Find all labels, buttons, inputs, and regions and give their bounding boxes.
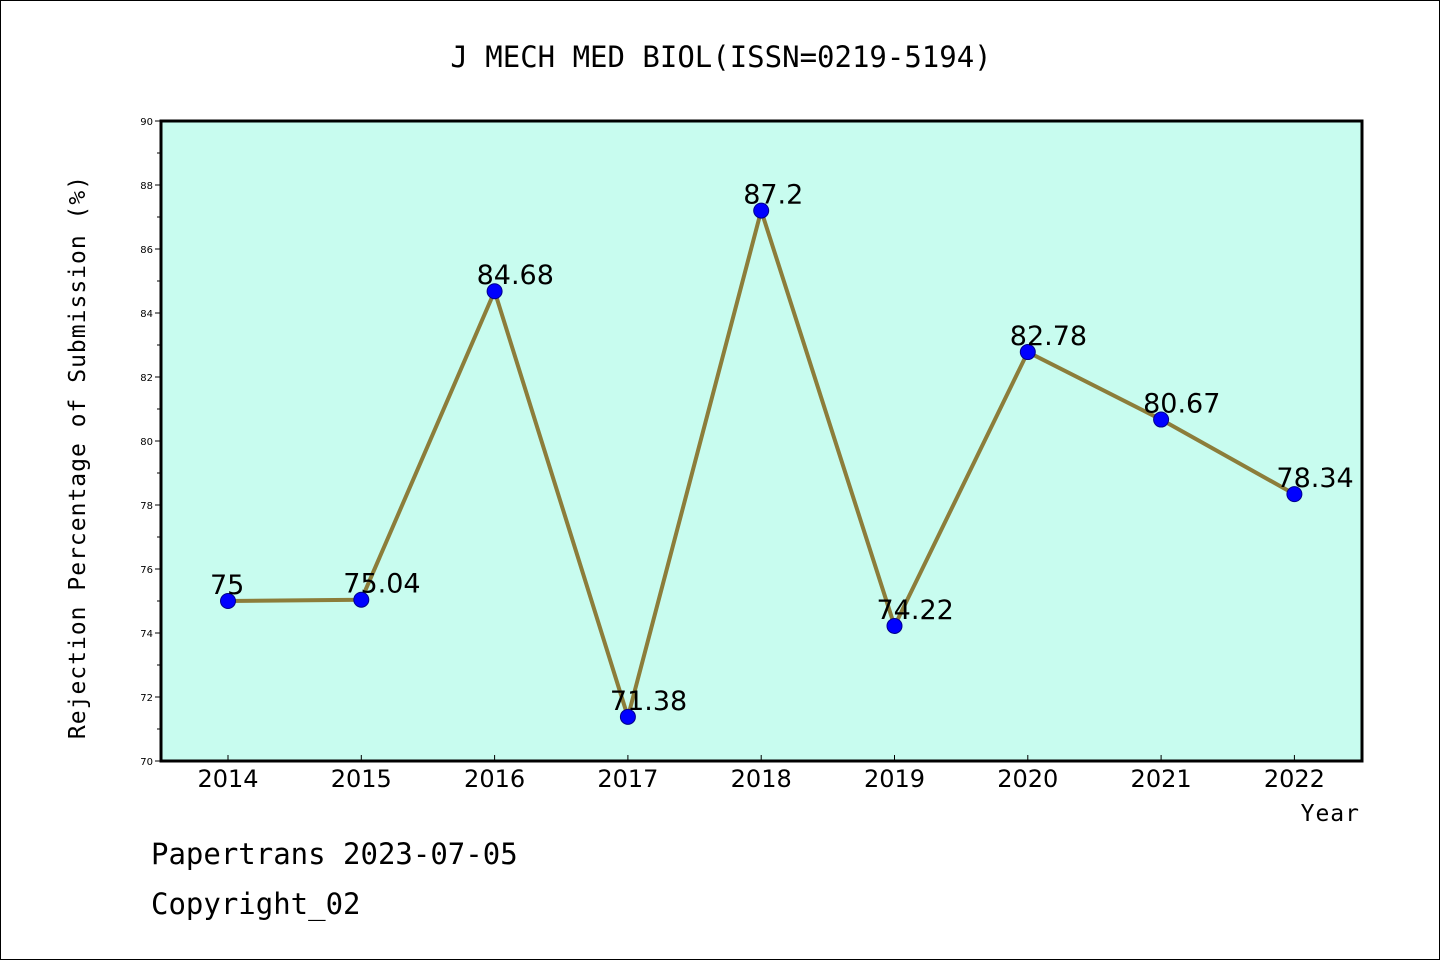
y-axis: 70 72 74 76 78 80 82 84 86 88 90 (140, 117, 161, 768)
y-tick-label: 78 (140, 501, 153, 512)
data-label: 75.04 (343, 569, 420, 600)
data-point (1286, 486, 1303, 503)
data-label: 87.2 (743, 180, 803, 211)
chart-title: J MECH MED BIOL(ISSN=0219-5194) (450, 40, 991, 74)
data-label: 75 (210, 570, 244, 601)
data-label: 71.38 (610, 686, 687, 717)
x-tick-label: 2015 (331, 765, 392, 793)
x-tick-label: 2017 (597, 765, 658, 793)
x-tick-label: 2022 (1264, 765, 1325, 793)
data-label: 82.78 (1010, 321, 1087, 352)
y-tick-label: 86 (140, 245, 153, 256)
y-tick-label: 88 (140, 181, 153, 192)
data-label: 78.34 (1276, 463, 1353, 494)
y-tick-label: 90 (140, 117, 153, 128)
x-axis-label: Year (1301, 801, 1360, 827)
x-tick-label: 2016 (464, 765, 525, 793)
footer-copyright: Copyright_02 (151, 887, 361, 922)
data-point (486, 283, 503, 300)
data-label: 84.68 (477, 260, 554, 291)
x-tick-label: 2019 (864, 765, 925, 793)
plot-area (159, 119, 1364, 763)
data-point (619, 708, 636, 725)
x-tick-label: 2014 (197, 765, 258, 793)
x-tick-label: 2021 (1131, 765, 1192, 793)
y-tick-label: 76 (140, 565, 153, 576)
data-point (1153, 411, 1170, 428)
x-tick-label: 2018 (731, 765, 792, 793)
y-axis-label: Rejection Percentage of Submission (%) (65, 175, 91, 739)
x-tick-label: 2020 (997, 765, 1058, 793)
data-point (753, 202, 770, 219)
data-point (886, 617, 903, 634)
data-point (353, 591, 370, 608)
y-tick-label: 84 (140, 309, 153, 320)
x-axis: 2014 2015 2016 2017 2018 2019 2020 2021 2022 (197, 755, 1325, 793)
y-tick-label: 72 (140, 693, 153, 704)
y-tick-label: 82 (140, 373, 153, 384)
y-tick-label: 74 (140, 629, 153, 640)
data-label: 80.67 (1143, 389, 1220, 420)
series-layer: 75 75.04 84.68 71.38 87.2 74.22 82.78 80.67 78.3… (210, 180, 1354, 725)
footer-date: Papertrans 2023-07-05 (151, 837, 518, 871)
data-point (220, 593, 236, 609)
data-point (1019, 344, 1036, 361)
y-tick-label: 80 (140, 437, 153, 448)
y-tick-label: 70 (140, 757, 153, 768)
data-label: 74.22 (877, 595, 954, 626)
